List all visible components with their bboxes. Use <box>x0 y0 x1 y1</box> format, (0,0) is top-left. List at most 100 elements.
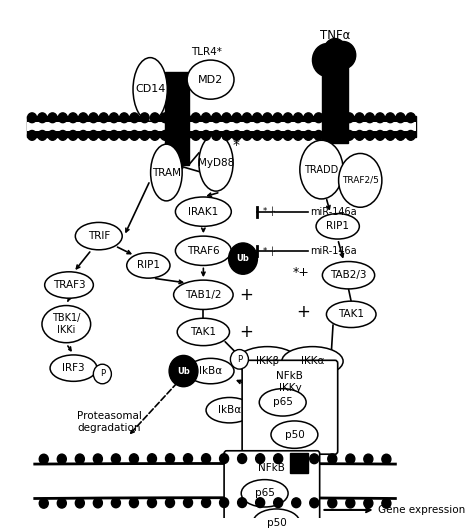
Circle shape <box>129 454 138 464</box>
Text: P: P <box>100 370 105 379</box>
Circle shape <box>324 39 346 62</box>
Text: NFkB: NFkB <box>258 463 285 473</box>
Circle shape <box>58 113 67 122</box>
Circle shape <box>243 130 252 140</box>
Circle shape <box>330 42 356 69</box>
Text: * ├: * ├ <box>263 246 275 256</box>
Circle shape <box>255 498 264 507</box>
FancyBboxPatch shape <box>242 360 337 454</box>
Circle shape <box>119 130 128 140</box>
Ellipse shape <box>187 359 234 384</box>
Text: RIP1: RIP1 <box>137 260 160 270</box>
Circle shape <box>99 113 108 122</box>
Circle shape <box>201 130 210 140</box>
Circle shape <box>230 350 248 369</box>
Circle shape <box>346 454 355 464</box>
Text: TRIF: TRIF <box>88 231 110 241</box>
Circle shape <box>89 113 98 122</box>
Ellipse shape <box>75 222 122 250</box>
Ellipse shape <box>259 389 306 416</box>
Circle shape <box>171 113 180 122</box>
Circle shape <box>273 498 283 507</box>
Text: Ub: Ub <box>237 254 249 263</box>
Circle shape <box>375 113 384 122</box>
Circle shape <box>169 355 198 386</box>
Circle shape <box>328 454 337 464</box>
Circle shape <box>93 454 102 464</box>
Text: p65: p65 <box>255 488 274 498</box>
Circle shape <box>382 454 391 464</box>
Circle shape <box>129 498 138 507</box>
Circle shape <box>161 130 170 140</box>
Circle shape <box>93 364 111 384</box>
Circle shape <box>222 130 231 140</box>
Text: MD2: MD2 <box>198 74 223 84</box>
Circle shape <box>310 498 319 508</box>
Circle shape <box>406 113 415 122</box>
Circle shape <box>228 243 257 274</box>
Circle shape <box>191 113 201 122</box>
Circle shape <box>386 113 395 122</box>
Text: +: + <box>240 286 254 304</box>
Circle shape <box>273 130 282 140</box>
Ellipse shape <box>338 154 382 208</box>
Text: miR-146a: miR-146a <box>310 206 356 216</box>
Circle shape <box>161 113 170 122</box>
Text: p50: p50 <box>266 517 286 527</box>
Ellipse shape <box>175 197 231 227</box>
Circle shape <box>328 498 337 508</box>
Ellipse shape <box>173 280 233 309</box>
Circle shape <box>364 454 373 464</box>
Circle shape <box>165 498 174 507</box>
Circle shape <box>304 130 313 140</box>
Circle shape <box>201 498 210 507</box>
Circle shape <box>312 43 343 77</box>
Circle shape <box>109 130 118 140</box>
Text: TAB2/3: TAB2/3 <box>330 270 367 280</box>
Ellipse shape <box>271 421 318 448</box>
Ellipse shape <box>199 135 233 191</box>
Text: TLR4*: TLR4* <box>191 47 222 57</box>
Circle shape <box>253 113 262 122</box>
Circle shape <box>364 498 373 508</box>
Circle shape <box>293 113 303 122</box>
Circle shape <box>201 454 210 464</box>
Text: TRAM: TRAM <box>152 167 181 177</box>
Circle shape <box>171 130 180 140</box>
Text: p65: p65 <box>273 398 292 408</box>
Bar <box>322 65 347 143</box>
Circle shape <box>324 130 333 140</box>
Circle shape <box>283 113 292 122</box>
Ellipse shape <box>175 236 231 266</box>
Ellipse shape <box>241 479 288 507</box>
Circle shape <box>310 454 319 464</box>
Text: P: P <box>237 355 242 364</box>
Text: CD14: CD14 <box>135 84 165 95</box>
Circle shape <box>79 130 88 140</box>
Circle shape <box>255 454 264 464</box>
Circle shape <box>355 130 364 140</box>
Circle shape <box>201 113 210 122</box>
Circle shape <box>75 498 84 508</box>
Text: miR-146a: miR-146a <box>310 246 356 256</box>
Circle shape <box>243 113 252 122</box>
Circle shape <box>324 113 333 122</box>
Text: IkBα: IkBα <box>199 366 222 376</box>
Ellipse shape <box>151 144 182 201</box>
Text: IkBα: IkBα <box>218 405 241 415</box>
Ellipse shape <box>50 355 97 381</box>
Circle shape <box>292 498 301 507</box>
Circle shape <box>396 130 405 140</box>
FancyBboxPatch shape <box>224 451 319 528</box>
Ellipse shape <box>253 509 300 528</box>
Ellipse shape <box>187 60 234 99</box>
Circle shape <box>165 454 174 464</box>
Circle shape <box>39 454 48 464</box>
Text: TRAF2/5: TRAF2/5 <box>342 176 379 185</box>
Circle shape <box>345 130 354 140</box>
Circle shape <box>273 454 283 464</box>
Circle shape <box>263 113 272 122</box>
Bar <box>27 116 416 137</box>
Text: Gene expression: Gene expression <box>378 505 465 515</box>
Circle shape <box>355 113 364 122</box>
